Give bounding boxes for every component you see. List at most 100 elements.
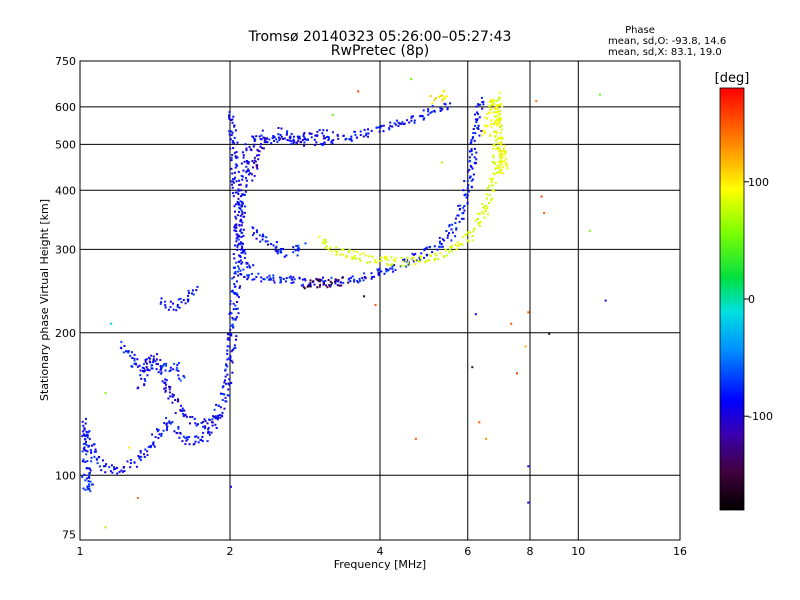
data-point bbox=[279, 137, 282, 140]
data-point bbox=[221, 399, 224, 401]
data-point bbox=[188, 443, 191, 446]
data-point bbox=[364, 277, 367, 280]
data-point bbox=[234, 155, 237, 158]
data-point bbox=[493, 111, 496, 114]
data-point bbox=[478, 134, 481, 137]
data-point bbox=[378, 130, 381, 133]
data-point bbox=[491, 178, 494, 181]
data-point bbox=[441, 98, 444, 101]
data-point bbox=[148, 369, 151, 372]
data-point bbox=[226, 365, 229, 368]
data-point bbox=[414, 263, 417, 266]
data-point bbox=[169, 300, 172, 303]
data-point bbox=[466, 194, 469, 197]
data-point bbox=[316, 286, 319, 289]
data-point bbox=[265, 236, 268, 239]
data-point bbox=[282, 138, 285, 140]
data-point bbox=[168, 388, 171, 391]
data-point bbox=[471, 137, 474, 140]
data-point bbox=[289, 275, 292, 278]
data-point bbox=[354, 133, 357, 136]
data-point bbox=[90, 456, 93, 459]
data-point bbox=[238, 286, 241, 289]
data-point bbox=[496, 107, 499, 110]
data-point bbox=[303, 144, 306, 147]
data-point bbox=[370, 129, 373, 132]
data-point bbox=[468, 160, 471, 163]
data-point bbox=[473, 227, 476, 230]
data-point bbox=[88, 485, 91, 488]
data-point bbox=[296, 254, 299, 257]
data-point bbox=[238, 203, 241, 206]
data-point bbox=[195, 424, 198, 427]
data-point bbox=[330, 141, 333, 144]
data-point bbox=[496, 115, 499, 118]
data-point bbox=[325, 245, 328, 248]
data-point bbox=[386, 268, 389, 271]
data-point bbox=[237, 188, 240, 191]
data-point bbox=[252, 145, 255, 148]
data-point bbox=[86, 436, 89, 439]
data-point bbox=[424, 260, 427, 263]
scatter-point bbox=[110, 322, 113, 325]
data-point bbox=[247, 173, 250, 176]
data-point bbox=[180, 404, 183, 407]
data-point bbox=[455, 228, 458, 231]
data-point bbox=[163, 387, 166, 390]
data-point bbox=[244, 190, 247, 193]
data-point bbox=[262, 136, 265, 139]
data-point bbox=[486, 112, 489, 115]
data-point bbox=[203, 418, 206, 421]
data-point bbox=[272, 135, 275, 137]
data-point bbox=[97, 456, 100, 459]
data-point bbox=[96, 462, 99, 465]
data-point bbox=[171, 421, 174, 423]
data-point bbox=[434, 257, 437, 260]
data-point bbox=[241, 213, 244, 216]
data-point bbox=[204, 427, 206, 430]
data-point bbox=[478, 225, 481, 227]
data-point bbox=[495, 182, 497, 185]
data-point bbox=[463, 209, 466, 212]
data-point bbox=[229, 147, 232, 150]
data-point bbox=[118, 470, 121, 473]
data-point bbox=[485, 210, 487, 213]
data-point bbox=[282, 278, 285, 280]
scatter-point bbox=[363, 295, 366, 298]
data-point bbox=[500, 128, 503, 131]
data-point bbox=[104, 471, 107, 474]
data-point bbox=[304, 242, 307, 245]
data-point bbox=[152, 358, 155, 361]
y-tick-label: 300 bbox=[55, 243, 76, 256]
data-point bbox=[389, 124, 392, 127]
data-point bbox=[327, 248, 330, 251]
data-point bbox=[81, 435, 84, 438]
data-point bbox=[144, 359, 147, 361]
data-point bbox=[215, 403, 218, 406]
data-point bbox=[238, 260, 241, 263]
data-point bbox=[193, 417, 196, 420]
data-point bbox=[172, 308, 175, 311]
data-point bbox=[223, 407, 226, 410]
data-point bbox=[86, 460, 89, 463]
data-point bbox=[298, 135, 301, 138]
data-point bbox=[228, 114, 230, 117]
data-point bbox=[81, 420, 84, 423]
data-point bbox=[495, 124, 498, 127]
data-point bbox=[495, 147, 498, 150]
data-point bbox=[283, 255, 286, 258]
data-point bbox=[238, 242, 240, 245]
data-point bbox=[166, 425, 169, 428]
data-point bbox=[490, 199, 493, 202]
data-point bbox=[139, 450, 142, 452]
data-point bbox=[261, 147, 264, 149]
data-point bbox=[468, 176, 471, 179]
data-point bbox=[140, 455, 143, 458]
data-point bbox=[308, 132, 311, 135]
data-point bbox=[322, 143, 325, 145]
data-point bbox=[241, 151, 244, 154]
data-point bbox=[450, 239, 453, 242]
data-point bbox=[446, 95, 449, 98]
data-point bbox=[461, 243, 464, 246]
data-point bbox=[159, 359, 162, 361]
